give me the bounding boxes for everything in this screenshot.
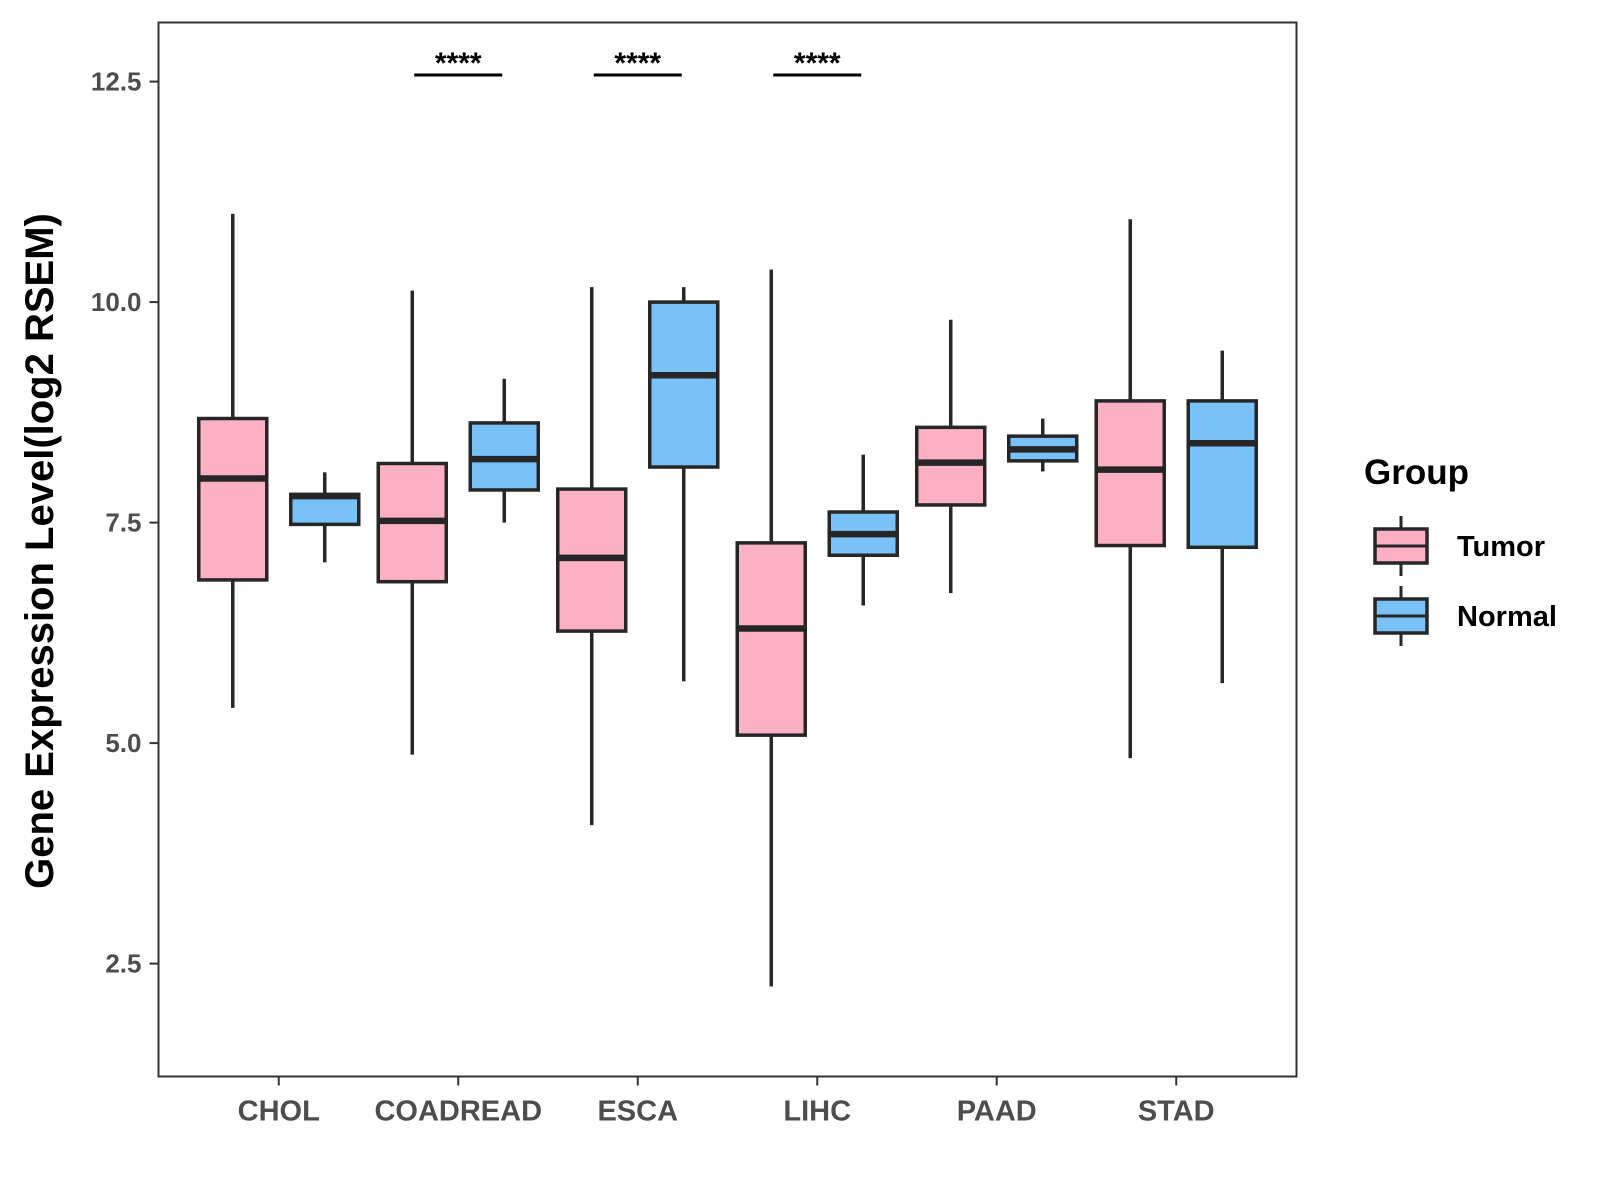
legend-item-normal: Normal bbox=[1373, 586, 1557, 646]
legend-item-tumor: Tumor bbox=[1373, 516, 1545, 576]
box-body bbox=[1186, 399, 1258, 550]
y-tick-label: 10.0 bbox=[91, 287, 142, 317]
box-chol-tumor bbox=[197, 213, 269, 708]
y-tick-label: 2.5 bbox=[105, 949, 141, 979]
y-tick-label: 7.5 bbox=[105, 508, 141, 538]
significance-label: **** bbox=[435, 47, 482, 80]
box-lihc-tumor bbox=[735, 269, 807, 987]
box-coadread-tumor bbox=[376, 290, 449, 755]
box-body bbox=[735, 541, 807, 737]
significance-lihc: **** bbox=[773, 47, 862, 80]
significance-esca: **** bbox=[593, 47, 682, 80]
x-tick-label: ESCA bbox=[597, 1096, 678, 1128]
box-body bbox=[197, 416, 269, 582]
annotations-layer: **** **** **** bbox=[414, 47, 862, 80]
plot-panel-border bbox=[157, 21, 1298, 1078]
x-tick-label: CHOL bbox=[238, 1096, 320, 1128]
boxes-layer bbox=[197, 213, 1258, 987]
legend-label: Tumor bbox=[1457, 531, 1545, 563]
y-tick-label: 5.0 bbox=[105, 728, 141, 758]
x-tick-label: COADREAD bbox=[374, 1096, 542, 1128]
box-esca-tumor bbox=[556, 287, 628, 826]
box-coadread-normal bbox=[468, 378, 541, 523]
box-paad-normal bbox=[1006, 418, 1079, 472]
box-paad-tumor bbox=[914, 319, 987, 594]
axes-layer: 2.5 5.0 7.5 10.0 12.5 CHOL COADREAD ESCA LIHC PAA… bbox=[91, 67, 1215, 1128]
significance-label: **** bbox=[794, 47, 841, 80]
x-tick-label: LIHC bbox=[783, 1096, 851, 1128]
box-stad-tumor bbox=[1094, 219, 1166, 759]
significance-label: **** bbox=[614, 47, 661, 80]
x-tick-label: PAAD bbox=[957, 1096, 1037, 1128]
x-tick-label: STAD bbox=[1138, 1096, 1215, 1128]
significance-coadread: **** bbox=[414, 47, 503, 80]
box-chol-normal bbox=[289, 472, 361, 563]
box-stad-normal bbox=[1186, 350, 1258, 684]
legend: Group Tumor Normal bbox=[1364, 453, 1557, 646]
box-body bbox=[914, 425, 987, 507]
y-axis-title: Gene Expression Level(log2 RSEM) bbox=[18, 213, 62, 889]
box-body bbox=[1094, 399, 1166, 548]
box-esca-normal bbox=[648, 287, 720, 682]
box-body bbox=[648, 300, 720, 469]
legend-title: Group bbox=[1364, 453, 1469, 492]
legend-label: Normal bbox=[1457, 601, 1557, 633]
box-lihc-normal bbox=[827, 454, 899, 606]
y-tick-label: 12.5 bbox=[91, 67, 142, 97]
